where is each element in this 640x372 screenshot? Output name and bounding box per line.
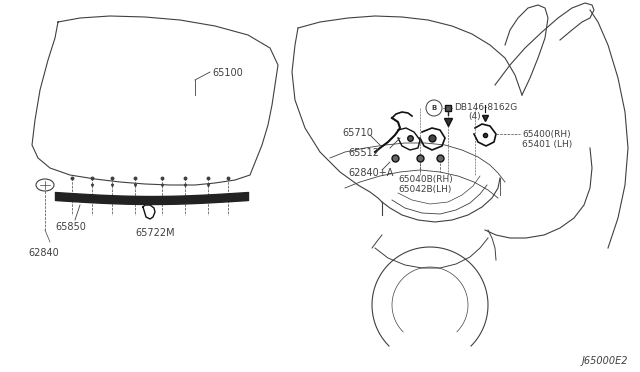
Text: 65100: 65100: [212, 68, 243, 78]
Text: 65040B(RH): 65040B(RH): [398, 175, 452, 184]
Text: 65400(RH): 65400(RH): [522, 130, 571, 139]
Text: 65512: 65512: [348, 148, 379, 158]
Text: J65000E2: J65000E2: [582, 356, 628, 366]
Text: 65850: 65850: [55, 222, 86, 232]
Text: 65401 (LH): 65401 (LH): [522, 140, 572, 149]
Text: DB146-8162G: DB146-8162G: [454, 103, 517, 112]
Text: 65042B(LH): 65042B(LH): [398, 185, 451, 194]
Text: B: B: [431, 105, 436, 111]
Text: 65710: 65710: [342, 128, 373, 138]
Text: 65722M: 65722M: [135, 228, 175, 238]
Text: (4): (4): [468, 112, 481, 121]
Text: 62840+A: 62840+A: [348, 168, 394, 178]
Text: 62840: 62840: [28, 248, 59, 258]
